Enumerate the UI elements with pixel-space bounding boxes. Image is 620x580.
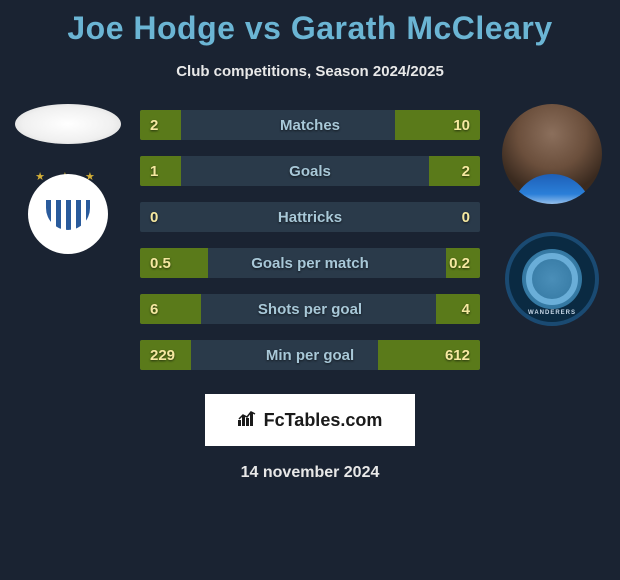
brand-chart-icon <box>238 410 260 431</box>
stat-value-right: 2 <box>462 156 470 186</box>
comparison-body: ★ ★ ★ WANDERERS Matches210Goals12Hattric… <box>0 110 620 390</box>
stat-label: Hattricks <box>140 202 480 232</box>
stat-value-right: 10 <box>453 110 470 140</box>
brand-badge: FcTables.com <box>205 394 415 446</box>
stat-row: Min per goal229 612 <box>140 340 480 370</box>
crest-text: WANDERERS <box>528 310 576 316</box>
player-avatar-left <box>15 104 121 144</box>
stat-row: Shots per goal6 4 <box>140 294 480 324</box>
stat-label: Matches <box>140 110 480 140</box>
stat-value-left: 0.5 <box>150 248 171 278</box>
stat-value-left: 6 <box>150 294 158 324</box>
club-crest-right: WANDERERS <box>505 232 599 326</box>
right-player-column: WANDERERS <box>492 110 612 326</box>
brand-text: FcTables.com <box>264 410 383 431</box>
stat-value-right: 4 <box>462 294 470 324</box>
stat-value-right: 0 <box>462 202 470 232</box>
stat-value-right: 0.2 <box>449 248 470 278</box>
stat-row: Hattricks0 0 <box>140 202 480 232</box>
stat-row: Goals1 2 <box>140 156 480 186</box>
stat-value-right: 612 <box>445 340 470 370</box>
stat-label: Min per goal <box>140 340 480 370</box>
stat-value-left: 2 <box>150 110 158 140</box>
crest-shield-icon <box>28 174 108 254</box>
stat-label: Goals per match <box>140 248 480 278</box>
player-avatar-right <box>502 104 602 204</box>
snapshot-date: 14 november 2024 <box>0 464 620 482</box>
club-crest-left: ★ ★ ★ <box>23 174 113 264</box>
stat-label: Goals <box>140 156 480 186</box>
stat-value-left: 1 <box>150 156 158 186</box>
comparison-title: Joe Hodge vs Garath McCleary <box>0 0 620 47</box>
stat-label: Shots per goal <box>140 294 480 324</box>
stat-row: Goals per match0.5 0.2 <box>140 248 480 278</box>
stat-bars-container: Matches210Goals12Hattricks00Goals per ma… <box>140 110 480 386</box>
comparison-subtitle: Club competitions, Season 2024/2025 <box>0 63 620 80</box>
left-player-column: ★ ★ ★ <box>8 110 128 264</box>
stat-value-left: 229 <box>150 340 175 370</box>
stat-row: Matches2 10 <box>140 110 480 140</box>
crest-emblem-icon <box>522 249 582 309</box>
stat-value-left: 0 <box>150 202 158 232</box>
